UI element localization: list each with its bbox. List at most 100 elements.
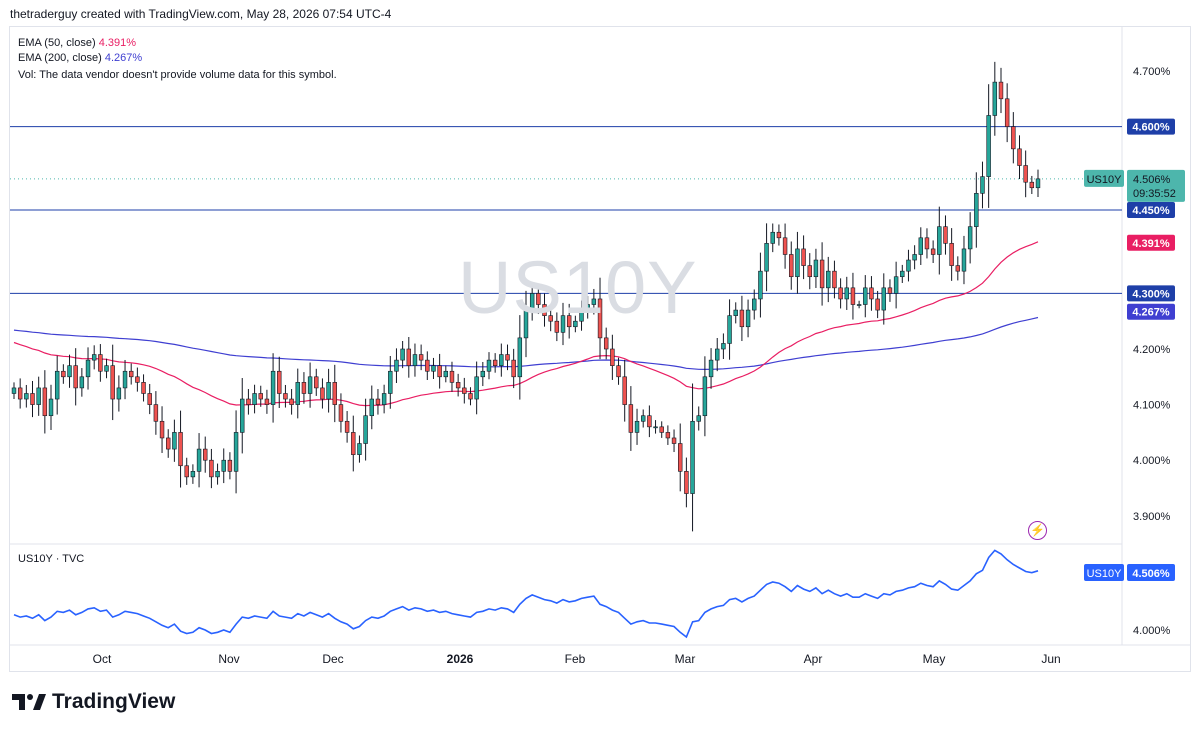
candle-body — [480, 370, 486, 378]
candle-body — [252, 393, 257, 405]
candle-body — [468, 393, 473, 400]
candle-body — [628, 404, 634, 433]
candle-body — [1011, 126, 1016, 150]
ema50-legend[interactable]: EMA (50, close) 4.391% — [18, 36, 136, 50]
sub-price-tick-label: 4.000% — [1133, 625, 1171, 637]
price-tick-label: 4.100% — [1133, 400, 1171, 412]
candle-body — [819, 259, 825, 289]
candle-body — [807, 265, 812, 278]
time-tick-label: May — [923, 652, 946, 666]
candle-body — [998, 81, 1004, 100]
candle-body — [980, 176, 985, 194]
candle-body — [752, 298, 757, 311]
candle-body — [875, 298, 880, 311]
candle-body — [116, 387, 122, 400]
candle-body — [227, 459, 233, 472]
candle-body — [79, 376, 85, 389]
candle-body — [844, 287, 849, 300]
candle-body — [653, 426, 658, 429]
candle-body — [585, 304, 590, 311]
candle-body — [289, 398, 294, 405]
candle-body — [715, 348, 720, 361]
candle-body — [912, 254, 917, 261]
candle-body — [1004, 98, 1010, 127]
candle-body — [128, 370, 134, 378]
ema50-legend-label: EMA (50, close) — [18, 37, 96, 49]
candle-body — [616, 365, 621, 378]
candle-body — [320, 387, 325, 400]
candle-body — [1029, 181, 1035, 189]
candle-body — [906, 259, 911, 272]
candle-body — [246, 398, 251, 405]
candle-body — [579, 309, 584, 322]
candle-body — [610, 348, 615, 366]
candle-body — [881, 287, 886, 311]
time-axis[interactable]: Oct Nov Dec 2026 Feb Mar Apr May Jun — [93, 652, 1061, 666]
time-tick-label: Dec — [322, 652, 343, 666]
candle-body — [733, 309, 738, 316]
ema50-path — [13, 241, 1039, 407]
candle-body — [517, 337, 523, 378]
last-symbol-bg — [1084, 169, 1124, 187]
last-symbol: US10Y — [1087, 174, 1123, 186]
level-tag: 4.450% — [1132, 205, 1170, 217]
time-tick-label: Jun — [1041, 652, 1060, 666]
candle-body — [375, 398, 381, 405]
time-tick-label: Apr — [804, 652, 823, 666]
ema200-line — [13, 316, 1039, 371]
candle-body — [961, 248, 967, 272]
candle-body — [85, 359, 91, 378]
candle-body — [992, 81, 998, 116]
sub-symbol: US10Y — [1087, 568, 1123, 580]
level-tag: 4.300% — [1132, 288, 1170, 300]
candle-body — [233, 432, 239, 472]
price-axis[interactable]: 4.700% 4.200% 4.100% 4.000% 3.900% 4.000% — [1133, 66, 1171, 637]
countdown: 09:35:52 — [1133, 188, 1176, 200]
candle-body — [240, 398, 245, 433]
candle-body — [48, 398, 54, 417]
candle-body — [98, 354, 103, 372]
candle-body — [622, 376, 627, 405]
ema200-tag: 4.267% — [1132, 307, 1170, 319]
sub-pane-label[interactable]: US10Y · TVC — [18, 553, 85, 565]
candle-body — [573, 320, 578, 328]
candle-body — [795, 248, 800, 278]
candle-body — [11, 387, 17, 394]
candle-body — [431, 365, 436, 372]
candle-body — [425, 359, 430, 372]
candle-body — [104, 365, 109, 372]
candle-body — [801, 248, 806, 266]
candle-body — [110, 365, 115, 400]
candle-body — [295, 382, 300, 405]
sub-symbol-bg — [1084, 564, 1124, 581]
candle-body — [505, 354, 510, 361]
time-tick-label: 2026 — [447, 652, 474, 666]
time-tick-label: Nov — [218, 652, 239, 666]
ema200-legend[interactable]: EMA (200, close) 4.267% — [18, 51, 142, 65]
candle-body — [1023, 165, 1028, 183]
candle-body — [141, 382, 146, 394]
candle-body — [30, 393, 35, 405]
ema50-tag: 4.391% — [1132, 238, 1170, 250]
chart-frame — [9, 26, 1191, 672]
candle-body — [764, 243, 769, 272]
candle-body — [690, 420, 695, 494]
tradingview-logo[interactable]: TradingView — [12, 690, 175, 714]
candle-body — [640, 415, 646, 422]
last-price-bg — [1127, 169, 1185, 202]
candle-body — [1017, 148, 1022, 166]
candle-body — [449, 370, 455, 383]
tradingview-logo-icon — [12, 694, 46, 710]
ema200-path — [13, 316, 1039, 371]
candle-body — [492, 359, 498, 366]
candle-body — [91, 354, 97, 361]
flash-icon[interactable]: ⚡ — [1028, 521, 1047, 540]
candle-body — [443, 370, 449, 378]
ema200-legend-value: 4.267% — [104, 52, 143, 64]
last-price: 4.506% — [1133, 174, 1171, 186]
level-tag-bg — [1127, 285, 1175, 302]
candle-body — [277, 370, 282, 394]
candle-body — [437, 365, 442, 378]
candle-body — [967, 226, 973, 250]
